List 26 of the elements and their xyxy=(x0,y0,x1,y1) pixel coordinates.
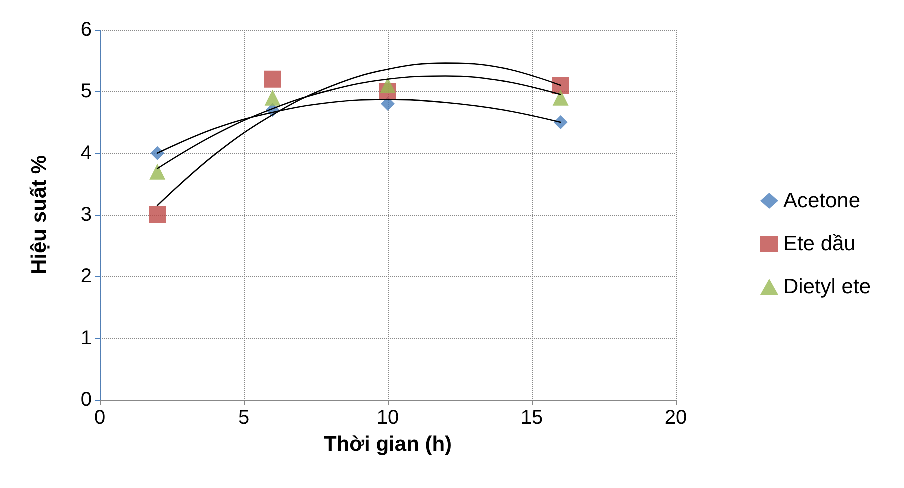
y-tick-label: 1 xyxy=(80,327,92,350)
y-tick-label: 4 xyxy=(80,142,92,164)
point xyxy=(149,206,166,224)
legend-label: Dietyl ete xyxy=(783,276,872,298)
point xyxy=(264,90,281,106)
point xyxy=(380,78,396,94)
y-tick-label: 2 xyxy=(80,266,92,288)
y-tick-label: 6 xyxy=(80,19,92,41)
x-tick-label: 0 xyxy=(94,407,106,429)
point xyxy=(552,90,569,106)
point xyxy=(554,116,568,130)
point xyxy=(150,164,166,180)
x-tick-label: 20 xyxy=(664,407,688,429)
y-tick-label: 3 xyxy=(80,204,92,226)
point xyxy=(150,146,165,160)
y-axis-title: Hiệu suất % xyxy=(28,155,51,275)
x-tick-label: 15 xyxy=(520,407,544,429)
y-tick-label: 5 xyxy=(80,80,92,103)
x-axis-title: Thời gian (h) xyxy=(324,433,452,456)
x-tick-label: 10 xyxy=(376,407,400,429)
y-tick-label: 0 xyxy=(80,389,92,411)
point xyxy=(264,70,282,88)
x-tick-label: 5 xyxy=(238,407,250,429)
legend-label: Ete dầu xyxy=(783,232,856,256)
legend-label: Acetone xyxy=(783,190,861,212)
point xyxy=(552,77,570,94)
